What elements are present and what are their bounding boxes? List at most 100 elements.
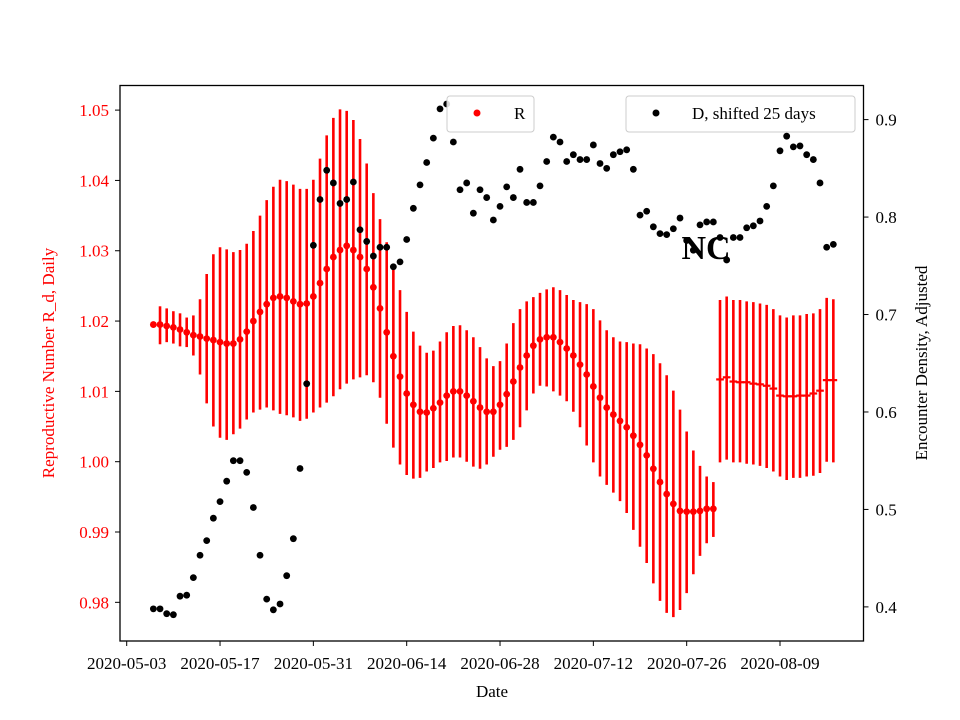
d-point <box>296 465 304 472</box>
d-point <box>663 231 671 239</box>
d-point <box>723 256 731 264</box>
d-point <box>596 160 604 167</box>
d-point <box>809 156 817 163</box>
d-point <box>196 551 204 559</box>
r-point <box>476 404 484 411</box>
left-y-tick-label: 1.02 <box>79 312 109 331</box>
r-point <box>316 279 324 287</box>
r-point <box>623 423 631 431</box>
left-y-tick-label: 0.98 <box>79 593 109 612</box>
d-point <box>349 178 357 186</box>
d-point <box>269 606 277 614</box>
r-point <box>403 390 411 397</box>
legend-r: R <box>446 95 535 133</box>
r-point <box>176 326 184 333</box>
d-point <box>209 514 217 522</box>
r-point <box>596 394 604 402</box>
r-point <box>429 404 437 412</box>
r-point <box>529 342 537 350</box>
r-point <box>589 383 597 390</box>
d-point <box>729 234 737 241</box>
r-point <box>469 397 477 405</box>
d-point <box>169 611 177 619</box>
d-point <box>216 498 224 506</box>
d-point <box>243 469 251 476</box>
d-point <box>189 574 197 582</box>
r-point <box>289 297 297 305</box>
r-point <box>189 331 197 339</box>
d-point <box>256 551 264 559</box>
d-point <box>543 158 551 165</box>
r-point <box>549 333 557 341</box>
r-point <box>336 246 344 254</box>
legend-d: D, shifted 25 days <box>625 95 856 133</box>
r-point <box>283 294 291 302</box>
r-point <box>643 451 651 459</box>
d-point <box>469 209 477 217</box>
right-y-tick-label: 0.5 <box>876 500 897 519</box>
d-point <box>829 240 837 248</box>
d-point <box>569 151 577 159</box>
left-y-axis: 0.98 0.99 1.00 1.01 1.02 1.03 1.04 1.05 <box>79 101 120 612</box>
r-point <box>609 411 617 418</box>
legend-d-label: D, shifted 25 days <box>692 104 816 123</box>
d-point <box>236 457 244 465</box>
d-point <box>203 537 211 545</box>
r-point <box>423 409 431 416</box>
r-point <box>509 378 517 385</box>
d-point <box>583 156 591 163</box>
d-point <box>289 535 297 543</box>
r-point <box>156 321 164 328</box>
r-point <box>696 507 704 515</box>
r-point <box>229 340 237 347</box>
d-point <box>363 238 371 245</box>
x-axis: 2020-05-03 2020-05-17 2020-05-31 2020-06-14… <box>87 641 820 673</box>
d-point <box>423 159 431 166</box>
r-point <box>636 441 644 449</box>
d-point <box>556 138 564 146</box>
r-point <box>523 352 531 359</box>
d-point <box>536 182 544 190</box>
d-point <box>629 165 637 173</box>
d-point <box>356 226 364 234</box>
r-point <box>356 253 364 261</box>
x-tick-label: 2020-07-12 <box>554 654 633 673</box>
d-point <box>763 202 771 210</box>
d-point <box>529 199 537 206</box>
right-y-tick-label: 0.8 <box>876 208 897 227</box>
r-point <box>563 345 571 352</box>
d-point <box>229 457 237 465</box>
left-y-tick-label: 1.03 <box>79 242 109 261</box>
d-point <box>709 218 717 226</box>
r-point <box>269 294 277 302</box>
d-point <box>563 158 571 165</box>
d-point <box>756 217 764 225</box>
d-point <box>623 146 631 154</box>
legend-r-label: R <box>514 104 526 123</box>
x-tick-label: 2020-08-09 <box>740 654 819 673</box>
r-point <box>223 340 231 347</box>
d-point <box>703 218 711 226</box>
r-point <box>363 265 371 273</box>
d-point <box>509 194 517 201</box>
r-point <box>576 361 584 369</box>
d-point <box>603 164 611 172</box>
d-point <box>823 243 831 251</box>
d-point <box>343 196 351 203</box>
d-point <box>636 211 644 219</box>
r-point <box>503 390 511 398</box>
d-point <box>696 221 704 229</box>
r-point <box>249 317 257 325</box>
d-point <box>163 610 171 618</box>
r-point <box>309 293 317 300</box>
r-point <box>389 352 397 360</box>
d-point <box>383 243 391 251</box>
d-point <box>183 591 191 599</box>
r-point <box>516 364 524 371</box>
r-point <box>149 321 157 328</box>
r-point <box>443 392 451 399</box>
r-point <box>556 338 564 346</box>
r-point <box>349 246 357 254</box>
d-point <box>743 224 751 232</box>
right-y-axis-label: Encounter Density, Adjusted <box>912 265 931 460</box>
